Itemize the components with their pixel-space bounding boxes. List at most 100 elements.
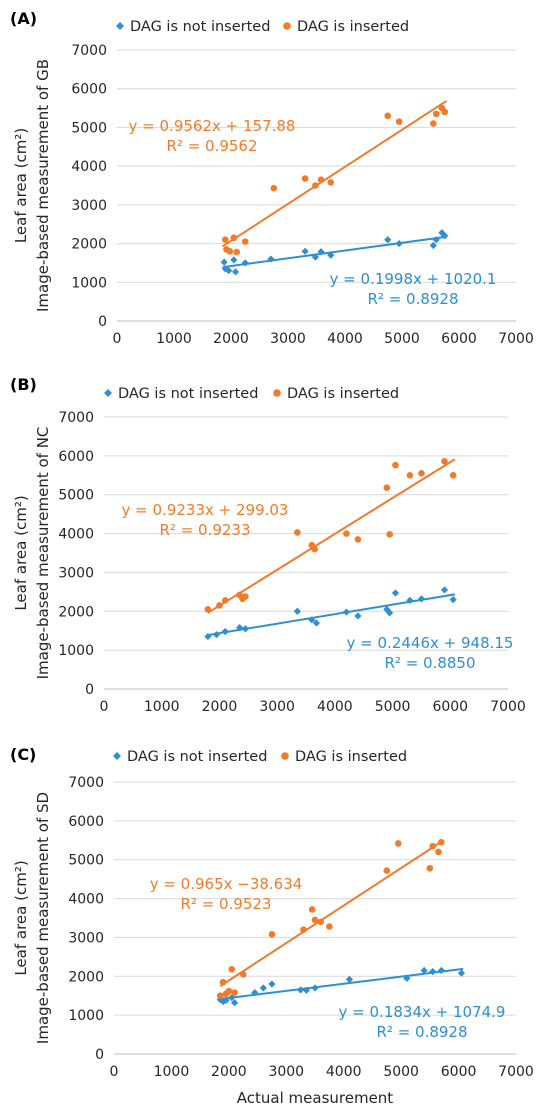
y-axis-label: Leaf area (cm²) xyxy=(12,860,30,975)
y-axis-label: Image-based measurement of NC xyxy=(34,427,52,680)
x-tick-label: 2000 xyxy=(213,331,249,347)
y-axis-label: Leaf area (cm²) xyxy=(12,495,30,610)
r-squared-label: R² = 0.9233 xyxy=(159,521,250,539)
data-point xyxy=(308,906,316,913)
y-tick-label: 4000 xyxy=(68,892,104,908)
x-tick-label: 0 xyxy=(110,1064,119,1080)
data-point xyxy=(241,238,249,245)
data-point xyxy=(293,607,301,615)
y-tick-label: 1000 xyxy=(68,1008,104,1024)
r-squared-label: R² = 0.8850 xyxy=(384,654,475,672)
data-point xyxy=(216,992,224,1000)
data-point xyxy=(429,241,437,250)
x-tick-label: 3000 xyxy=(268,1064,304,1080)
y-tick-label: 4000 xyxy=(58,527,94,543)
y-tick-label: 3000 xyxy=(71,198,107,214)
data-point xyxy=(231,999,239,1007)
data-point xyxy=(228,994,236,1002)
y-tick-label: 7000 xyxy=(68,775,104,791)
data-point xyxy=(222,996,230,1004)
x-tick-label: 4000 xyxy=(317,699,353,715)
data-point xyxy=(300,926,307,933)
x-tick-label: 4000 xyxy=(327,331,363,347)
data-point xyxy=(312,182,319,189)
data-point xyxy=(327,251,335,259)
y-tick-label: 2000 xyxy=(71,237,107,253)
data-point xyxy=(308,616,316,624)
data-point xyxy=(354,612,362,620)
data-point xyxy=(383,484,391,492)
data-point xyxy=(242,593,249,600)
x-axis-label: Actual measurement xyxy=(237,1089,394,1107)
data-point xyxy=(267,255,275,263)
data-point xyxy=(449,596,457,604)
data-point xyxy=(418,470,425,477)
x-tick-label: 1000 xyxy=(154,1064,190,1080)
data-point xyxy=(438,838,445,846)
y-tick-label: 2000 xyxy=(68,969,104,985)
trendline-equation: y = 0.965x −38.634 xyxy=(150,875,303,893)
data-point xyxy=(221,627,229,636)
y-axis-label: Leaf area (cm²) xyxy=(12,128,30,243)
data-point xyxy=(233,248,240,256)
data-point xyxy=(438,229,446,237)
data-point xyxy=(383,867,391,874)
data-point xyxy=(345,975,354,983)
legend-marker xyxy=(283,22,291,30)
data-point xyxy=(394,840,402,847)
data-point xyxy=(326,923,333,930)
data-point xyxy=(311,253,319,261)
y-tick-label: 4000 xyxy=(71,159,107,175)
y-tick-label: 0 xyxy=(85,682,94,698)
x-tick-label: 5000 xyxy=(384,331,420,347)
y-tick-label: 6000 xyxy=(58,449,94,465)
trendline xyxy=(222,235,447,269)
data-point xyxy=(406,596,414,605)
data-point xyxy=(241,259,249,267)
x-tick-label: 6000 xyxy=(441,331,477,347)
legend-label: DAG is inserted xyxy=(297,19,409,35)
data-point xyxy=(317,176,325,183)
data-point xyxy=(239,971,247,978)
data-point xyxy=(222,236,229,243)
x-tick-label: 4000 xyxy=(326,1064,362,1080)
panel-label: (C) xyxy=(10,745,36,764)
data-point xyxy=(301,175,309,182)
data-point xyxy=(432,236,440,244)
x-tick-label: 6000 xyxy=(432,699,468,715)
x-tick-label: 5000 xyxy=(383,1064,419,1080)
x-tick-label: 1000 xyxy=(144,699,180,715)
legend-label: DAG is not inserted xyxy=(130,19,270,35)
x-tick-label: 7000 xyxy=(490,699,526,715)
data-point xyxy=(204,606,212,613)
data-point xyxy=(384,236,392,244)
trendline-equation: y = 0.2446x + 948.15 xyxy=(347,634,514,652)
x-tick-label: 0 xyxy=(113,331,122,347)
data-point xyxy=(426,864,434,872)
trendline xyxy=(221,100,448,248)
y-tick-label: 0 xyxy=(98,314,107,330)
data-point xyxy=(440,586,449,594)
chart-panel-b: 0 1000 2000 3000 4000 5000 6000 7000 0 1000 2000 30… xyxy=(10,375,526,715)
x-tick-label: 1000 xyxy=(156,331,192,347)
x-tick-label: 2000 xyxy=(211,1064,247,1080)
data-point xyxy=(216,602,223,609)
r-squared-label: R² = 0.8928 xyxy=(376,1023,467,1041)
trendline-equation: y = 0.9562x + 157.88 xyxy=(129,117,296,135)
data-point xyxy=(219,978,227,986)
legend-label: DAG is inserted xyxy=(287,386,399,402)
data-point xyxy=(392,461,399,469)
data-point xyxy=(420,966,428,975)
data-point xyxy=(441,108,449,116)
data-point xyxy=(395,239,403,248)
data-point xyxy=(204,632,212,641)
data-point xyxy=(231,268,240,276)
data-point xyxy=(429,968,437,976)
data-point xyxy=(317,248,325,256)
x-tick-label: 7000 xyxy=(498,1064,534,1080)
panel-label: (A) xyxy=(10,9,37,28)
data-point xyxy=(311,916,319,924)
data-point xyxy=(403,974,411,982)
data-point xyxy=(241,625,249,633)
